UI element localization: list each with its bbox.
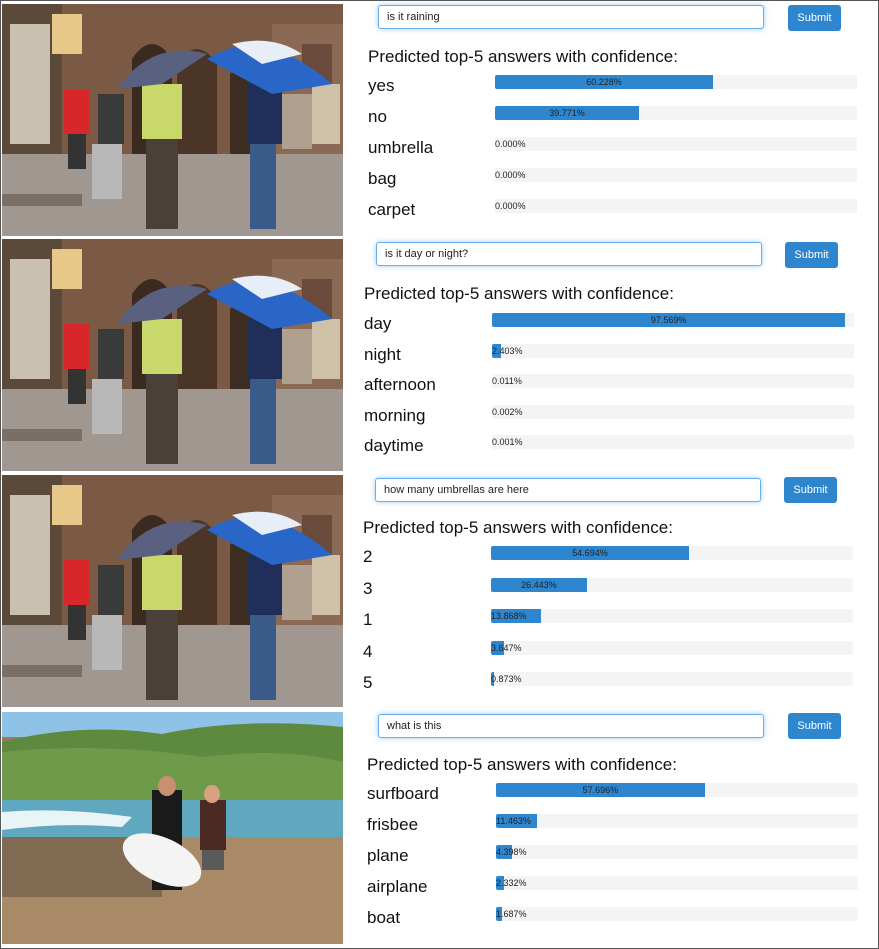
confidence-percent: 0.002% [492,406,523,417]
confidence-percent: 0.000% [495,139,526,149]
answer-label: yes [368,76,395,95]
answer-label: day [364,314,392,333]
confidence-percent: 0.873% [491,674,522,684]
question-input[interactable] [378,5,764,29]
confidence-percent: 97.569% [650,315,687,325]
confidence-bar-fill [491,609,542,623]
answer-label: afternoon [364,375,436,394]
confidence-percent: 39.771% [549,108,585,118]
confidence-bar: 0.873% [491,672,853,686]
answer-label: plane [367,846,409,865]
confidence-bar-fill [491,672,495,686]
answer-label: daytime [364,436,424,455]
confidence-bar: 54.694% [491,546,853,560]
confidence-percent: 2.403% [492,345,523,356]
confidence-percent: 60.228% [586,77,622,87]
confidence-bar-fill [495,106,639,120]
confidence-percent: 54.694% [572,548,608,558]
answer-label: umbrella [368,138,434,157]
confidence-bar: 0.002% [492,404,854,419]
confidence-bar: 4.398% [496,845,858,859]
confidence-bar: 0.001% [492,435,854,449]
confidence-bar: 1.687% [496,907,858,921]
confidence-bar-fill [496,876,505,890]
street-photo [2,4,343,236]
confidence-percent: 3.647% [491,642,522,653]
confidence-bar: 97.569% [492,313,854,327]
confidence-bar: 13.868% [491,609,853,623]
confidence-percent: 26.443% [521,579,557,590]
confidence-bar-fill [491,577,587,592]
submit-button[interactable]: Submit [785,242,838,268]
confidence-bar-fill [491,640,505,655]
answer-label: night [364,344,401,364]
answer-label: 1 [363,610,373,629]
question-input[interactable] [378,714,764,738]
answer-label: boat [367,908,401,927]
confidence-bar: 0.000% [495,199,857,213]
confidence-bar-fill [496,783,705,797]
answer-label: morning [364,405,426,425]
confidence-bar: 0.011% [492,374,854,388]
confidence-bar: 57.696% [496,783,858,797]
confidence-percent: 0.000% [495,170,526,180]
submit-button[interactable]: Submit [788,5,841,31]
confidence-bar: 2.332% [496,876,858,890]
confidence-bar: 0.000% [495,137,857,151]
beach-photo [2,712,343,944]
confidence-percent: 4.398% [496,847,527,857]
question-input[interactable] [375,478,761,502]
results-heading: Predicted top-5 answers with confidence: [367,755,677,774]
confidence-percent: 11.463% [496,816,531,826]
submit-button[interactable]: Submit [784,477,837,503]
confidence-percent: 0.001% [492,437,523,447]
answer-label: bag [368,169,397,188]
confidence-bar-fill [496,845,512,859]
confidence-bar: 11.463% [496,814,858,828]
confidence-bar-fill [495,75,714,89]
question-input[interactable] [376,242,762,266]
results-heading: Predicted top-5 answers with confidence: [364,284,674,303]
confidence-bar: 3.647% [491,640,853,655]
confidence-bar-fill [492,313,846,327]
confidence-percent: 1.687% [496,909,527,919]
answer-label: 3 [363,578,373,598]
confidence-bar: 0.000% [495,168,857,182]
answer-label: 2 [363,547,373,566]
answer-label: 4 [363,641,373,661]
confidence-percent: 0.000% [495,201,526,211]
confidence-bar-fill [496,907,503,921]
confidence-bar: 26.443% [491,577,853,592]
submit-button[interactable]: Submit [788,713,841,739]
results-heading: Predicted top-5 answers with confidence: [363,518,673,537]
confidence-percent: 2.332% [496,878,527,888]
answer-label: surfboard [367,784,439,803]
street-photo [2,475,343,707]
confidence-bar-fill [492,343,501,358]
answer-label: airplane [367,877,428,896]
confidence-percent: 13.868% [491,611,527,621]
confidence-bar: 2.403% [492,343,854,358]
confidence-bar: 39.771% [495,106,857,120]
confidence-bar-fill [496,814,538,828]
confidence-percent: 0.011% [492,376,522,386]
results-heading: Predicted top-5 answers with confidence: [368,47,678,66]
answer-label: frisbee [367,815,419,834]
confidence-bar-fill [491,546,689,560]
confidence-bar: 60.228% [495,75,857,89]
answer-label: carpet [368,200,416,219]
confidence-percent: 57.696% [582,785,619,795]
answer-label: no [368,107,387,126]
street-photo [2,239,343,471]
answer-label: 5 [363,673,373,692]
